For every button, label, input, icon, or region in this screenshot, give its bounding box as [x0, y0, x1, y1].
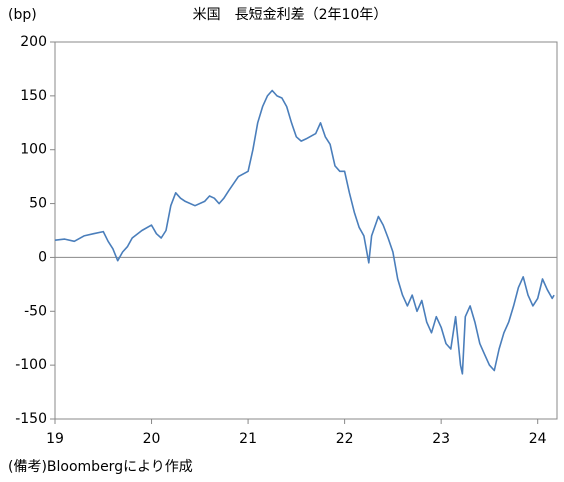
y-tick-label: -100 — [15, 357, 47, 373]
y-tick-label: 100 — [20, 142, 47, 158]
y-axis-label: (bp) — [8, 7, 37, 23]
x-tick-label: 21 — [239, 431, 257, 447]
y-tick-label: 0 — [38, 249, 47, 265]
x-tick-label: 20 — [143, 431, 161, 447]
x-tick-label: 23 — [432, 431, 450, 447]
data-line — [54, 89, 555, 375]
y-tick-label: -50 — [24, 303, 47, 319]
plot-frame — [54, 41, 558, 420]
x-tick-label: 19 — [46, 431, 64, 447]
y-tick-label: 200 — [20, 34, 47, 50]
y-tick-label: -150 — [15, 411, 47, 427]
note: (備考)Bloombergにより作成 — [8, 459, 193, 475]
chart-title: 米国 長短金利差（2年10年） — [193, 7, 388, 23]
x-tick-label: 24 — [529, 431, 547, 447]
y-tick-label: 50 — [29, 196, 47, 212]
y-tick-label: 150 — [20, 88, 47, 104]
x-tick-label: 22 — [336, 431, 354, 447]
